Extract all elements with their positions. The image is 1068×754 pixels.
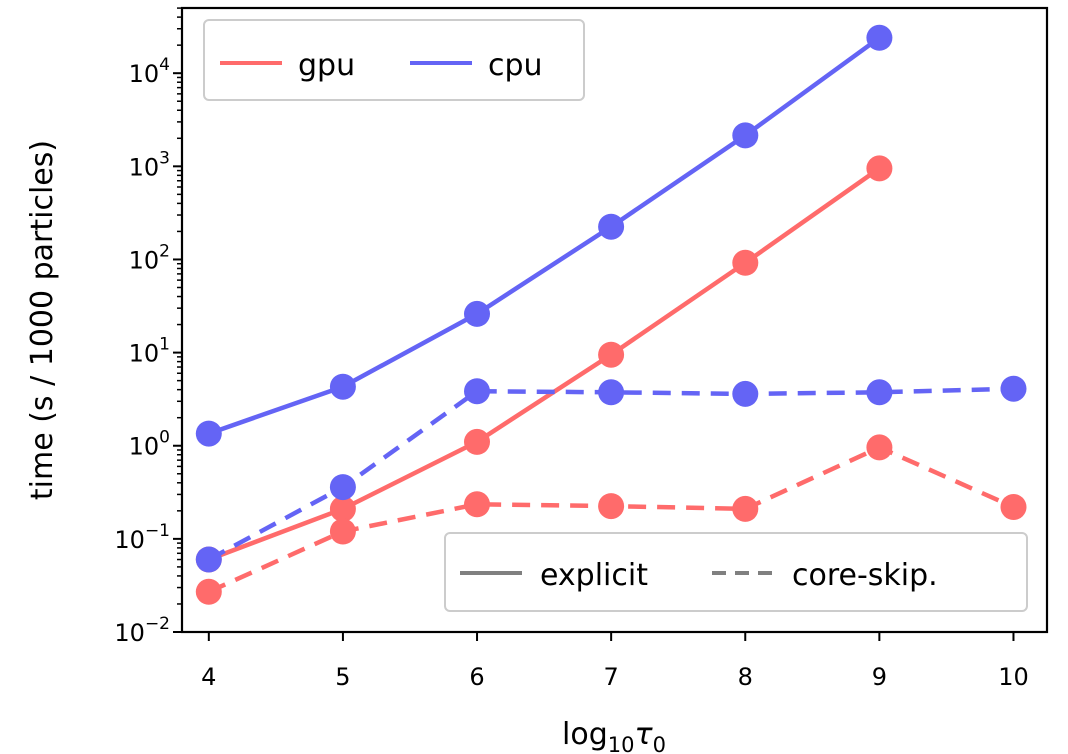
plot-frame [180, 6, 1049, 634]
data-point-gpu-explicit [329, 495, 356, 522]
data-point-gpu-core-skip [866, 434, 893, 461]
x-axis-title-base-subscript: 10 [608, 733, 635, 754]
data-point-gpu-core-skip [598, 493, 625, 520]
data-point-gpu-explicit [732, 249, 759, 276]
y-tick-label: 102 [129, 241, 170, 274]
x-tick-label: 4 [201, 663, 216, 691]
data-point-gpu-core-skip [329, 518, 356, 545]
series-layer [195, 24, 1027, 605]
y-tick-label: 10−2 [114, 614, 170, 647]
data-point-cpu-core-skip [329, 474, 356, 501]
y-tick-label: 10−1 [114, 521, 170, 554]
x-axis-title-symbol: τ [635, 717, 654, 752]
data-point-cpu-explicit [866, 24, 893, 51]
y-tick-label: 100 [129, 428, 170, 461]
x-axis-title: log10τ0 [562, 717, 666, 754]
data-point-cpu-core-skip [195, 546, 222, 573]
x-tick-label: 8 [738, 663, 753, 691]
legend-methods: explicit core-skip. [444, 532, 1028, 612]
x-tick-label: 10 [998, 663, 1029, 691]
data-point-cpu-core-skip [598, 379, 625, 406]
x-tick-label: 7 [604, 663, 619, 691]
series-line-cpu-explicit [208, 35, 881, 436]
data-point-gpu-explicit [866, 155, 893, 182]
legend-devices: gpu cpu [203, 19, 585, 101]
x-tick-label: 5 [335, 663, 350, 691]
data-point-gpu-core-skip [732, 495, 759, 522]
y-tick-label: 104 [129, 55, 170, 88]
legend-explicit-label: explicit [540, 558, 648, 593]
legend-cpu-label: cpu [488, 48, 543, 83]
x-tick-label: 9 [872, 663, 887, 691]
series-line-gpu-explicit [208, 166, 881, 562]
legend-devices-box [203, 19, 585, 101]
data-point-gpu-explicit [598, 341, 625, 368]
y-axis-title: time (s / 1000 particles) [25, 140, 60, 500]
data-point-cpu-explicit [329, 373, 356, 400]
x-axis-title-symbol-subscript: 0 [653, 733, 666, 754]
axes-layer: 4 5 6 7 8 9 10 10−2 10−1 100 101 102 103 104 [114, 7, 1029, 691]
data-point-cpu-core-skip [866, 379, 893, 406]
data-point-gpu-explicit [464, 428, 490, 455]
x-axis-title-base: log [562, 717, 608, 752]
y-tick-label: 103 [129, 148, 170, 181]
data-point-cpu-explicit [195, 420, 222, 447]
x-tick-label: 6 [469, 663, 484, 691]
legend-core-skip-label: core-skip. [792, 558, 938, 593]
data-point-cpu-core-skip [1000, 375, 1027, 402]
data-point-cpu-explicit [598, 213, 625, 240]
data-point-cpu-core-skip [732, 380, 759, 407]
data-point-gpu-core-skip [1000, 494, 1027, 520]
data-point-gpu-core-skip [195, 578, 222, 605]
data-point-gpu-core-skip [464, 491, 490, 518]
data-point-cpu-explicit [732, 122, 759, 149]
data-point-cpu-explicit [464, 300, 490, 327]
legend-gpu-label: gpu [298, 48, 355, 83]
y-tick-label: 101 [129, 335, 170, 368]
data-point-cpu-core-skip [464, 378, 490, 405]
